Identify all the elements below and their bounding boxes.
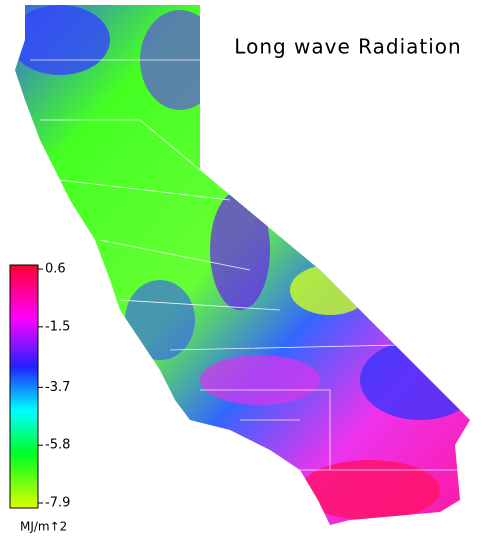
colorbar-unit: MJ/m↑2 — [20, 520, 67, 534]
colorbar-tick-label: -3.7 — [45, 380, 70, 395]
colorbar — [9, 264, 39, 509]
colorbar-tick-label: -1.5 — [45, 319, 70, 334]
colorbar-tick-label: 0.6 — [45, 262, 66, 277]
map-title: Long wave Radiation — [234, 35, 461, 59]
colorbar-tick-label: -5.8 — [45, 438, 70, 453]
colorbar-tick-label: -7.9 — [45, 496, 70, 511]
